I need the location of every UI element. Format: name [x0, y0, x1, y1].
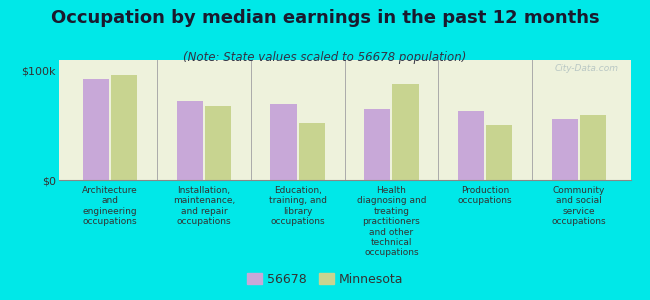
Text: Education,
training, and
library
occupations: Education, training, and library occupat… — [268, 186, 326, 226]
Bar — [486, 125, 512, 180]
Bar — [580, 115, 606, 180]
Text: Community
and social
service
occupations: Community and social service occupations — [552, 186, 606, 226]
Text: Architecture
and
engineering
occupations: Architecture and engineering occupations — [82, 186, 138, 226]
Text: Health
diagnosing and
treating
practitioners
and other
technical
occupations: Health diagnosing and treating practitio… — [357, 186, 426, 257]
Bar — [552, 119, 578, 180]
Bar — [270, 103, 296, 180]
Bar — [111, 75, 137, 180]
Bar — [298, 123, 325, 180]
Bar — [458, 111, 484, 180]
Bar — [393, 84, 419, 180]
Bar — [177, 101, 203, 180]
Bar — [364, 109, 391, 180]
Bar — [83, 79, 109, 180]
Bar — [205, 106, 231, 180]
Text: City-Data.com: City-Data.com — [555, 64, 619, 73]
Text: (Note: State values scaled to 56678 population): (Note: State values scaled to 56678 popu… — [183, 51, 467, 64]
Text: Installation,
maintenance,
and repair
occupations: Installation, maintenance, and repair oc… — [173, 186, 235, 226]
Text: Occupation by median earnings in the past 12 months: Occupation by median earnings in the pas… — [51, 9, 599, 27]
Text: Production
occupations: Production occupations — [458, 186, 512, 206]
Legend: 56678, Minnesota: 56678, Minnesota — [242, 268, 408, 291]
